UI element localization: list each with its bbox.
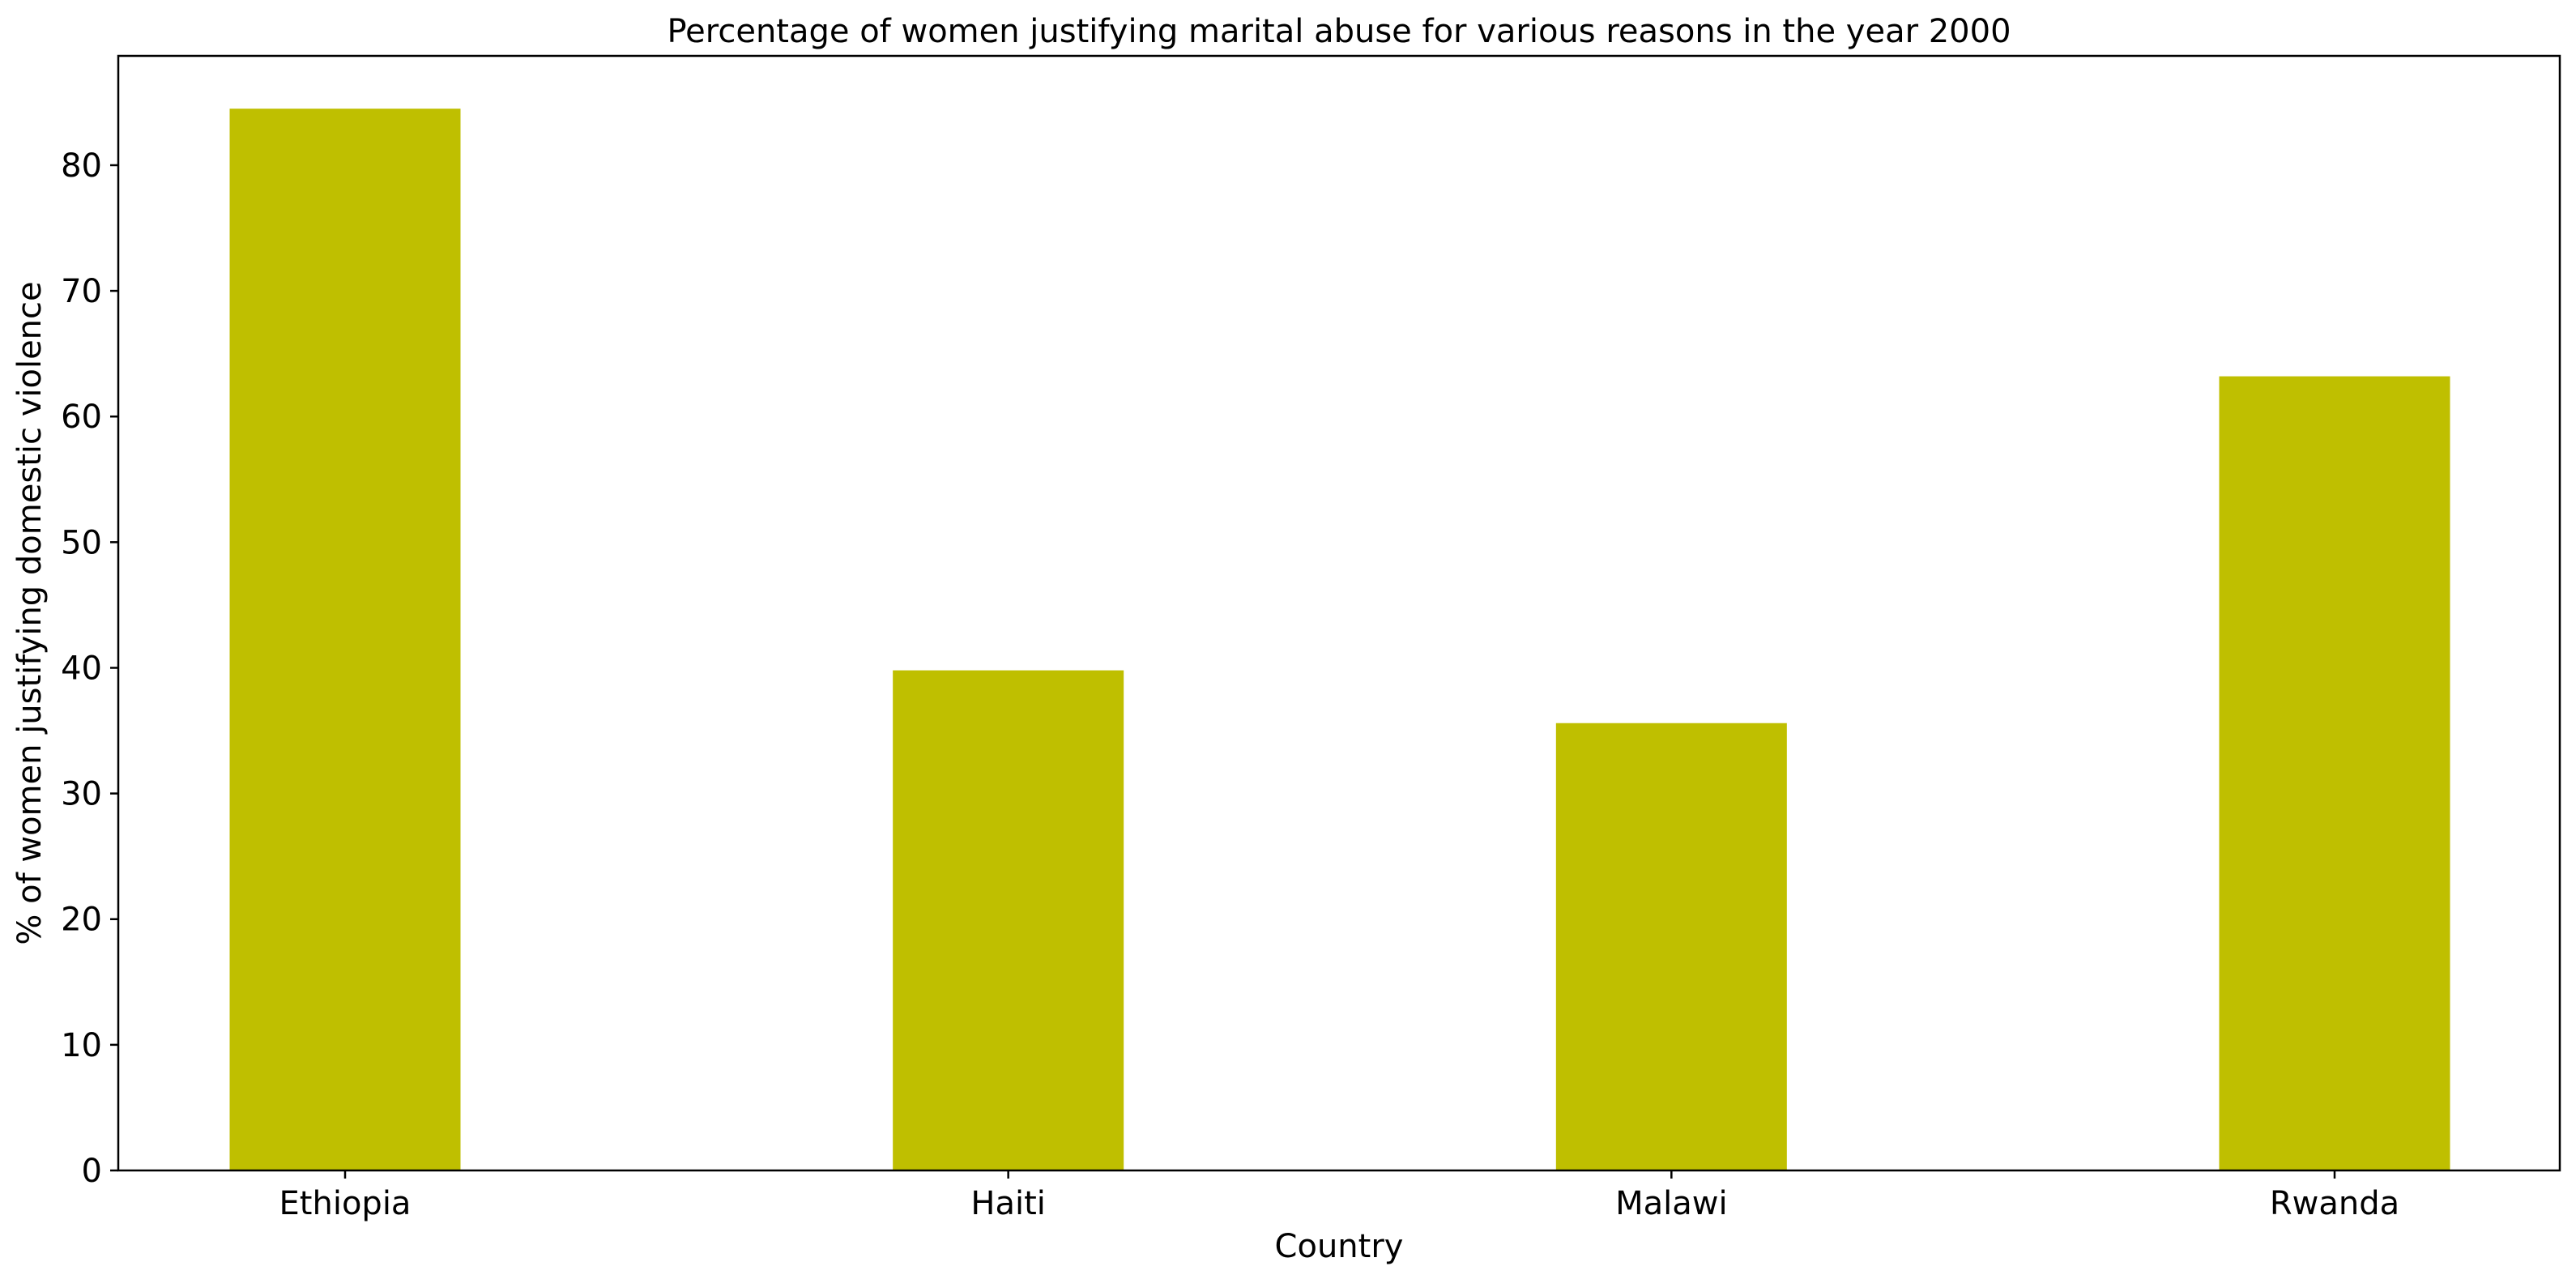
chart-title: Percentage of women justifying marital a… (667, 13, 2011, 50)
y-tick-label: 80 (61, 147, 102, 185)
bar-rwanda (2219, 376, 2450, 1171)
x-tick-label: Rwanda (2270, 1185, 2399, 1222)
y-tick-label: 40 (61, 650, 102, 687)
x-tick-label: Haiti (970, 1185, 1046, 1222)
bar-haiti (893, 670, 1124, 1170)
y-tick-label: 0 (82, 1153, 102, 1190)
y-axis-label: % of women justifying domestic violence (11, 281, 49, 944)
bar-ethiopia (229, 109, 461, 1171)
y-axis-ticks: 0 10 20 30 40 50 60 70 80 (61, 147, 118, 1190)
y-tick-label: 20 (61, 902, 102, 939)
y-tick-label: 70 (61, 273, 102, 310)
plot-frame (117, 54, 2561, 1172)
bar-malawi (1555, 723, 1787, 1170)
x-tick-label: Ethiopia (279, 1185, 412, 1222)
y-tick-label: 10 (61, 1027, 102, 1064)
x-axis-ticks: Ethiopia Haiti Malawi Rwanda (279, 1170, 2399, 1222)
x-tick-label: Malawi (1615, 1185, 1727, 1222)
x-axis-label: Country (1275, 1228, 1404, 1265)
y-tick-label: 50 (61, 524, 102, 561)
y-tick-label: 30 (61, 776, 102, 813)
y-tick-label: 60 (61, 399, 102, 436)
bars-group (229, 109, 2450, 1171)
